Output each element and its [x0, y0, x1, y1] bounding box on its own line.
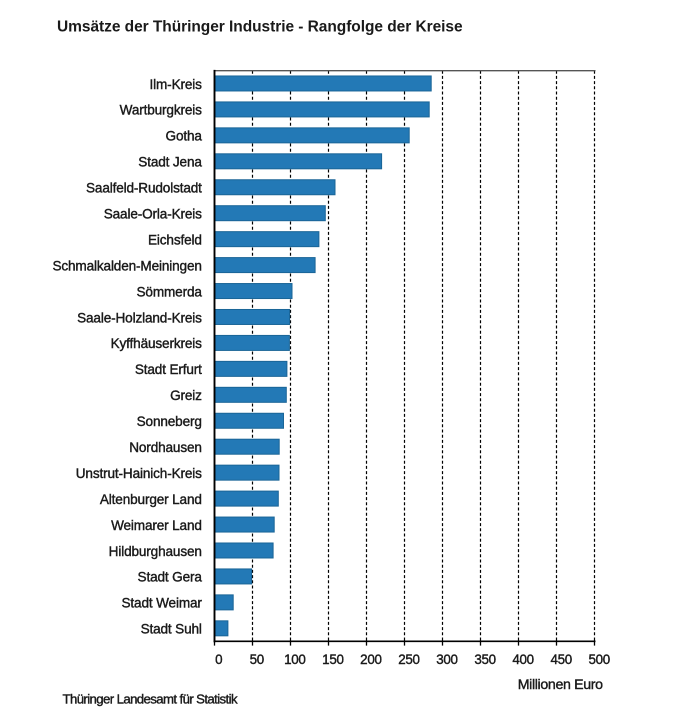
svg-text:Sonneberg: Sonneberg — [137, 414, 202, 429]
svg-text:Stadt Suhl: Stadt Suhl — [141, 622, 202, 637]
svg-text:Kyffhäuserkreis: Kyffhäuserkreis — [111, 336, 203, 351]
svg-text:150: 150 — [322, 652, 343, 667]
svg-text:Weimarer Land: Weimarer Land — [111, 518, 202, 533]
svg-text:100: 100 — [284, 652, 305, 667]
svg-text:400: 400 — [512, 652, 533, 667]
svg-text:Greiz: Greiz — [170, 388, 202, 403]
svg-text:Stadt Weimar: Stadt Weimar — [122, 596, 203, 611]
svg-text:Schmalkalden-Meiningen: Schmalkalden-Meiningen — [52, 258, 201, 273]
svg-text:0: 0 — [215, 652, 222, 667]
svg-text:300: 300 — [436, 652, 457, 667]
svg-text:Altenburger Land: Altenburger Land — [100, 492, 202, 507]
svg-text:Nordhausen: Nordhausen — [129, 440, 202, 455]
svg-text:Millionen Euro: Millionen Euro — [518, 677, 603, 693]
svg-text:50: 50 — [250, 652, 264, 667]
svg-text:Saale-Orla-Kreis: Saale-Orla-Kreis — [104, 207, 202, 222]
svg-text:Wartburgkreis: Wartburgkreis — [120, 103, 203, 118]
svg-text:200: 200 — [360, 652, 381, 667]
svg-text:Eichsfeld: Eichsfeld — [148, 232, 202, 247]
svg-text:450: 450 — [550, 652, 571, 667]
svg-text:Stadt Erfurt: Stadt Erfurt — [135, 362, 202, 377]
svg-text:Umsätze der Thüringer Industri: Umsätze der Thüringer Industrie - Rangfo… — [57, 19, 463, 36]
svg-text:250: 250 — [398, 652, 419, 667]
svg-text:350: 350 — [474, 652, 495, 667]
svg-text:Stadt Jena: Stadt Jena — [138, 155, 202, 170]
svg-text:Thüringer Landesamt für Statis: Thüringer Landesamt für Statistik — [63, 692, 238, 707]
svg-text:Hildburghausen: Hildburghausen — [109, 544, 202, 559]
svg-text:Sömmerda: Sömmerda — [137, 284, 203, 299]
svg-text:Unstrut-Hainich-Kreis: Unstrut-Hainich-Kreis — [76, 466, 202, 481]
svg-text:500: 500 — [588, 652, 609, 667]
svg-text:Stadt Gera: Stadt Gera — [138, 570, 203, 585]
svg-text:Ilm-Kreis: Ilm-Kreis — [150, 77, 203, 92]
svg-text:Gotha: Gotha — [166, 129, 203, 144]
svg-text:Saalfeld-Rudolstadt: Saalfeld-Rudolstadt — [86, 181, 202, 196]
svg-text:Saale-Holzland-Kreis: Saale-Holzland-Kreis — [77, 310, 202, 325]
